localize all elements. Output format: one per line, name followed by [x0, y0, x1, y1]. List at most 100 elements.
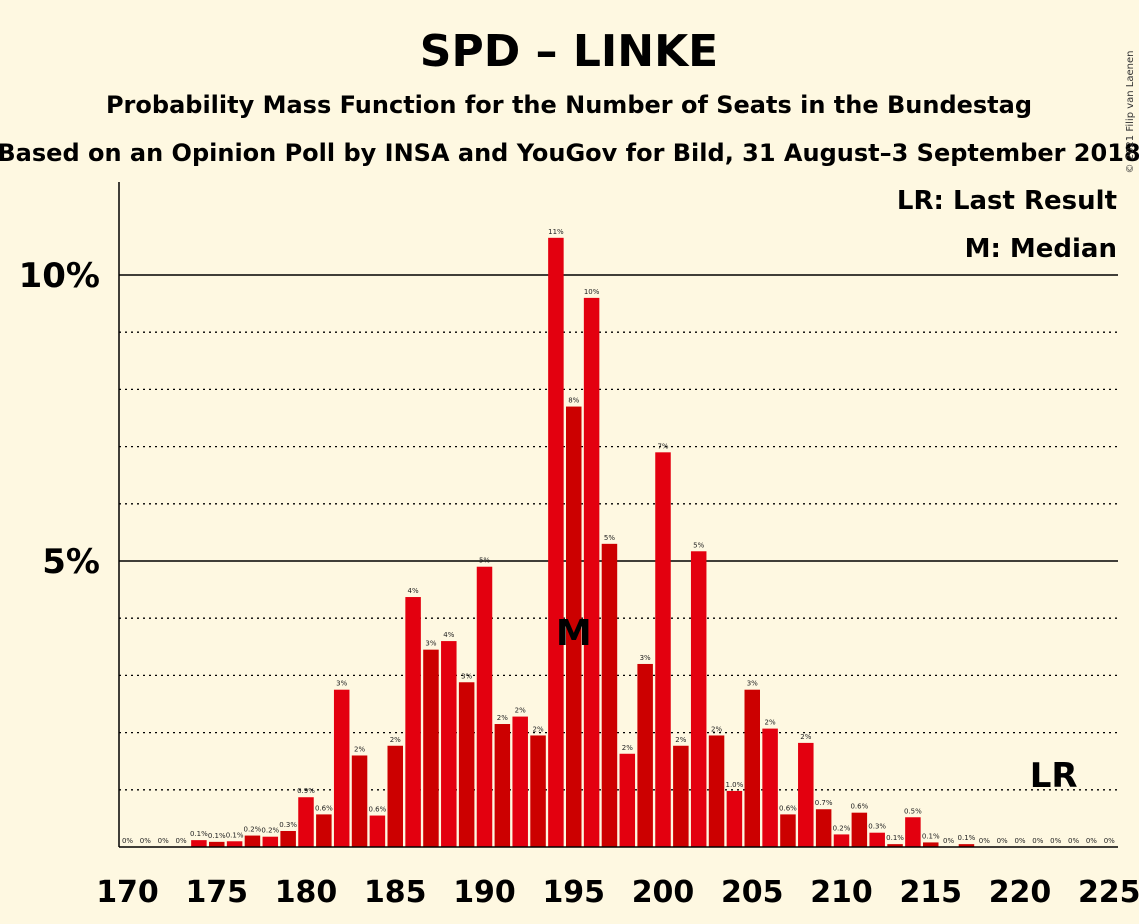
bar-seat-194: [548, 237, 564, 847]
y-tick-10: 10%: [19, 256, 100, 296]
legend-last-result: LR: Last Result: [897, 186, 1117, 216]
bar-seat-175: [209, 841, 225, 847]
bar-seat-217: [958, 844, 975, 847]
bar-seat-207: [780, 814, 796, 847]
bar-label-seat-170: 0%: [122, 837, 133, 845]
x-tick-185: 185: [364, 875, 427, 910]
bar-seat-179: [280, 830, 296, 847]
bar-label-seat-225: 0%: [1104, 837, 1115, 845]
bar-label-seat-185: 2%: [390, 736, 401, 744]
bar-seat-186: [405, 597, 421, 847]
bar-label-seat-181: 0.6%: [315, 804, 333, 812]
bar-seat-176: [226, 841, 243, 847]
chart-subtitle: Probability Mass Function for the Number…: [106, 91, 1032, 119]
bar-label-seat-224: 0%: [1086, 837, 1097, 845]
bar-label-seat-199: 3%: [640, 654, 651, 662]
bar-seat-185: [387, 745, 403, 847]
bar-label-seat-210: 0.2%: [833, 824, 851, 832]
bar-seat-208: [798, 742, 814, 847]
last-result-marker: LR: [1030, 756, 1078, 796]
x-tick-175: 175: [185, 875, 248, 910]
bar-seat-177: [244, 835, 261, 847]
bar-seat-190: [476, 566, 493, 847]
y-tick-5: 5%: [42, 542, 100, 582]
bar-seat-202: [690, 551, 707, 847]
bar-seat-193: [530, 735, 546, 847]
bar-label-seat-212: 0.3%: [868, 823, 886, 831]
bar-seat-183: [351, 755, 368, 847]
bar-label-seat-195: 8%: [568, 397, 579, 405]
bar-label-seat-196: 10%: [584, 288, 600, 296]
bar-seat-181: [316, 814, 332, 847]
bar-seat-210: [833, 834, 850, 847]
bar-seat-213: [887, 844, 903, 847]
bar-seat-197: [601, 543, 618, 847]
bar-seat-206: [762, 728, 778, 847]
bar-label-seat-214: 0.5%: [904, 807, 922, 815]
bar-label-seat-187: 3%: [425, 640, 436, 648]
legend-median: M: Median: [965, 234, 1117, 264]
bar-label-seat-202: 5%: [693, 541, 704, 549]
bar-seat-195: [566, 406, 582, 847]
bar-label-seat-177: 0.2%: [244, 826, 262, 834]
x-tick-215: 215: [899, 875, 962, 910]
bar-seat-204: [726, 790, 743, 847]
bar-label-seat-184: 0.6%: [369, 806, 387, 814]
x-tick-170: 170: [96, 875, 159, 910]
bar-seat-199: [637, 663, 653, 847]
bar-label-seat-209: 0.7%: [815, 799, 833, 807]
bar-label-seat-203: 2%: [711, 725, 722, 733]
bar-seat-201: [673, 745, 689, 847]
bar-seat-215: [923, 842, 939, 847]
chart-title: SPD – LINKE: [420, 26, 718, 77]
bar-label-seat-222: 0%: [1050, 837, 1061, 845]
bar-label-seat-175: 0.1%: [208, 832, 226, 840]
x-tick-210: 210: [810, 875, 873, 910]
bar-label-seat-179: 0.3%: [279, 821, 297, 829]
bar-label-seat-216: 0%: [943, 837, 954, 845]
bar-label-seat-171: 0%: [140, 837, 151, 845]
bar-label-seat-221: 0%: [1032, 837, 1043, 845]
bar-seat-203: [708, 735, 725, 847]
bar-label-seat-220: 0%: [1014, 837, 1025, 845]
bar-label-seat-173: 0%: [175, 837, 186, 845]
bar-label-seat-183: 2%: [354, 745, 365, 753]
bar-label-seat-197: 5%: [604, 534, 615, 542]
bar-label-seat-215: 0.1%: [922, 832, 940, 840]
bar-label-seat-223: 0%: [1068, 837, 1079, 845]
bar-label-seat-182: 3%: [336, 680, 347, 688]
bar-label-seat-200: 7%: [657, 442, 668, 450]
bar-seat-182: [333, 689, 350, 847]
x-tick-225: 225: [1078, 875, 1139, 910]
copyright-note: © 2021 Filip van Laenen: [1125, 51, 1136, 174]
bar-label-seat-205: 3%: [747, 680, 758, 688]
bar-label-seat-193: 2%: [532, 725, 543, 733]
bars-group: [191, 237, 975, 847]
bar-label-seat-213: 0.1%: [886, 834, 904, 842]
x-tick-200: 200: [632, 875, 695, 910]
bar-seat-178: [262, 836, 279, 847]
bar-label-seat-188: 4%: [443, 631, 454, 639]
bar-label-seat-174: 0.1%: [190, 830, 208, 838]
bar-label-seat-217: 0.1%: [958, 834, 976, 842]
bar-seat-198: [619, 753, 636, 847]
bar-label-seat-190: 5%: [479, 557, 490, 565]
x-tick-180: 180: [275, 875, 338, 910]
bar-seat-184: [369, 815, 386, 847]
bar-seat-187: [423, 649, 439, 847]
bar-seat-191: [494, 724, 511, 847]
bar-label-seat-176: 0.1%: [226, 831, 244, 839]
chart-subtitle-source: Based on an Opinion Poll by INSA and You…: [0, 139, 1139, 167]
bar-label-seat-178: 0.2%: [261, 827, 279, 835]
x-tick-190: 190: [453, 875, 516, 910]
bar-label-seat-198: 2%: [622, 744, 633, 752]
bar-seat-188: [441, 641, 457, 847]
bar-seat-192: [512, 716, 528, 847]
bar-label-seat-219: 0%: [997, 837, 1008, 845]
bar-label-seat-204: 1.0%: [726, 781, 744, 789]
median-marker: M: [556, 613, 592, 654]
bar-label-seat-206: 2%: [765, 719, 776, 727]
axes: [118, 182, 1118, 848]
bar-label-seat-201: 2%: [675, 736, 686, 744]
bar-label-seat-189: 3%: [461, 672, 472, 680]
